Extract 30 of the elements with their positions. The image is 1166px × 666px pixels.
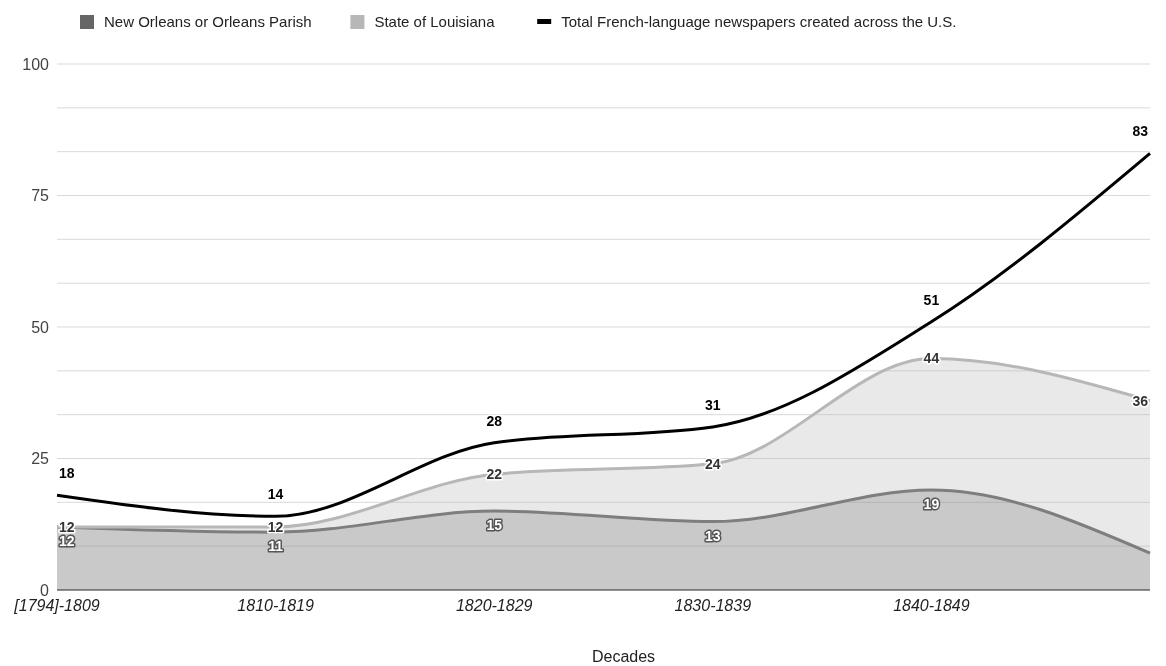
data-label: 51 — [923, 291, 940, 308]
data-label: 36 — [1132, 392, 1149, 409]
y-tick-label: 25 — [31, 450, 50, 468]
y-tick-label: 0 — [40, 581, 50, 599]
x-tick-label: 1810-1819 — [237, 597, 314, 614]
y-tick-label: 75 — [31, 187, 50, 205]
line-series — [55, 151, 1152, 518]
data-label: 18 — [59, 465, 75, 482]
y-tick-label: 50 — [31, 318, 50, 336]
data-label: 12 — [267, 518, 284, 535]
x-tick-label: [1794]-1809 — [13, 597, 100, 614]
data-label: 12 — [59, 518, 75, 535]
data-label: 44 — [923, 350, 940, 367]
data-label: 22 — [486, 466, 503, 483]
x-axis-title: Decades — [591, 648, 656, 665]
data-label: 83 — [1132, 123, 1149, 140]
x-tick-label: 1820-1829 — [455, 597, 533, 614]
data-label: 24 — [705, 455, 721, 472]
data-label: 31 — [705, 396, 721, 413]
y-tick-label: 100 — [22, 55, 50, 73]
data-label: 12 — [59, 532, 75, 549]
legend-label: State of Louisiana — [374, 13, 496, 31]
data-label: 28 — [486, 412, 503, 429]
x-tick-label: 1830-1839 — [674, 597, 752, 614]
data-label: 13 — [705, 527, 721, 544]
legend-label: Total French-language newspapers created across the U.S. — [561, 13, 957, 31]
x-tick-label: 1840-1849 — [893, 597, 970, 614]
legend-label: New Orleans or Orleans Parish — [104, 13, 312, 31]
data-label: 14 — [267, 486, 284, 503]
data-label: 11 — [268, 538, 284, 555]
